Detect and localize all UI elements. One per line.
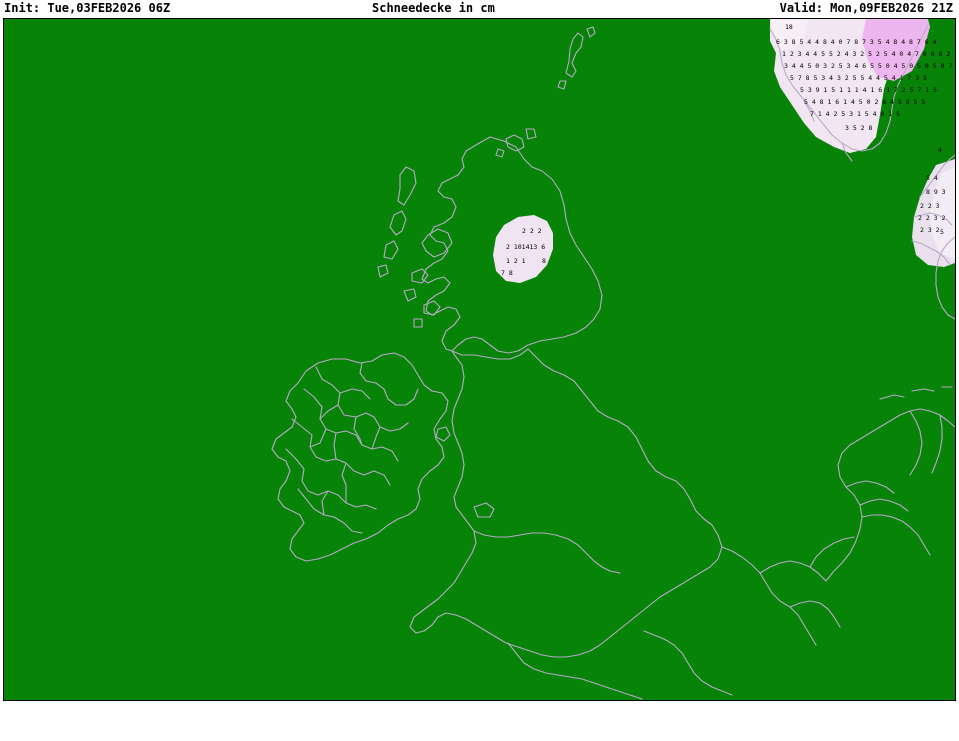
header-bar: Init: Tue,03FEB2026 06Z Schneedecke in c… xyxy=(0,0,959,18)
snow-value: 2 2 2 xyxy=(522,227,542,235)
snow-value: 3 4 4 5 0 3 2 5 3 4 6 5 5 0 4 5 0 5 0 5 … xyxy=(784,62,955,70)
snow-value: 8 xyxy=(542,257,546,265)
snow-value: 1 2 1 xyxy=(506,257,526,265)
snow-value: 2 2 3 xyxy=(920,202,940,210)
coastline-layer xyxy=(271,24,955,700)
map-inner: 2 2 2 2 101413 6 1 2 1 8 7 8 18 6 3 8 5 … xyxy=(4,19,955,700)
snow-value: 1 2 3 4 4 5 5 2 4 3 2 5 2 5 4 0 4 7 6 0 … xyxy=(782,50,955,58)
snow-value: 18 xyxy=(785,23,793,31)
snow-value: 5 7 8 5 3 4 3 2 5 5 4 4 5 4 1 7 3 5 xyxy=(790,74,927,82)
snow-value: 5 4 8 1 6 1 4 5 0 2 6 4 5 8 5 5 xyxy=(804,98,926,106)
snow-value: 3 5 2 8 xyxy=(845,124,873,132)
snow-area-scotland xyxy=(493,215,553,283)
snow-value: 2 2 3 2 xyxy=(918,214,946,222)
snow-value: 5 4 xyxy=(926,174,938,182)
map-vector-layer xyxy=(4,19,955,700)
map-canvas[interactable]: 2 2 2 2 101413 6 1 2 1 8 7 8 18 6 3 8 5 … xyxy=(3,18,956,701)
snow-area-denmark xyxy=(912,159,955,267)
footer-bar: Data: GFS OPER 0.250° WWW.WETTERZENTRALE… xyxy=(0,703,959,741)
page-title: Schneedecke in cm xyxy=(372,1,495,15)
valid-time-label: Valid: Mon,09FEB2026 21Z xyxy=(779,1,953,15)
snow-value: 5 3 9 1 5 1 1 1 4 1 6 1 7 2 5 7 1 5 xyxy=(800,86,937,94)
snow-value: 8 9 3 xyxy=(926,188,946,196)
snow-area-scandinavia xyxy=(770,19,930,153)
snow-value: 2 3 2 xyxy=(920,226,940,234)
map-background xyxy=(4,19,955,700)
snow-value: 4 xyxy=(938,146,942,154)
snow-value: 7 1 4 2 5 3 1 5 4 0 1 5 xyxy=(810,110,901,118)
snow-value: 7 8 xyxy=(501,269,513,277)
snow-value: 6 3 8 5 4 4 8 4 0 7 8 7 3 5 4 8 4 8 7 6 … xyxy=(776,38,937,46)
snow-value: 5 xyxy=(940,228,944,236)
init-time-label: Init: Tue,03FEB2026 06Z xyxy=(4,1,171,15)
snow-value: 2 101413 6 xyxy=(506,243,546,251)
